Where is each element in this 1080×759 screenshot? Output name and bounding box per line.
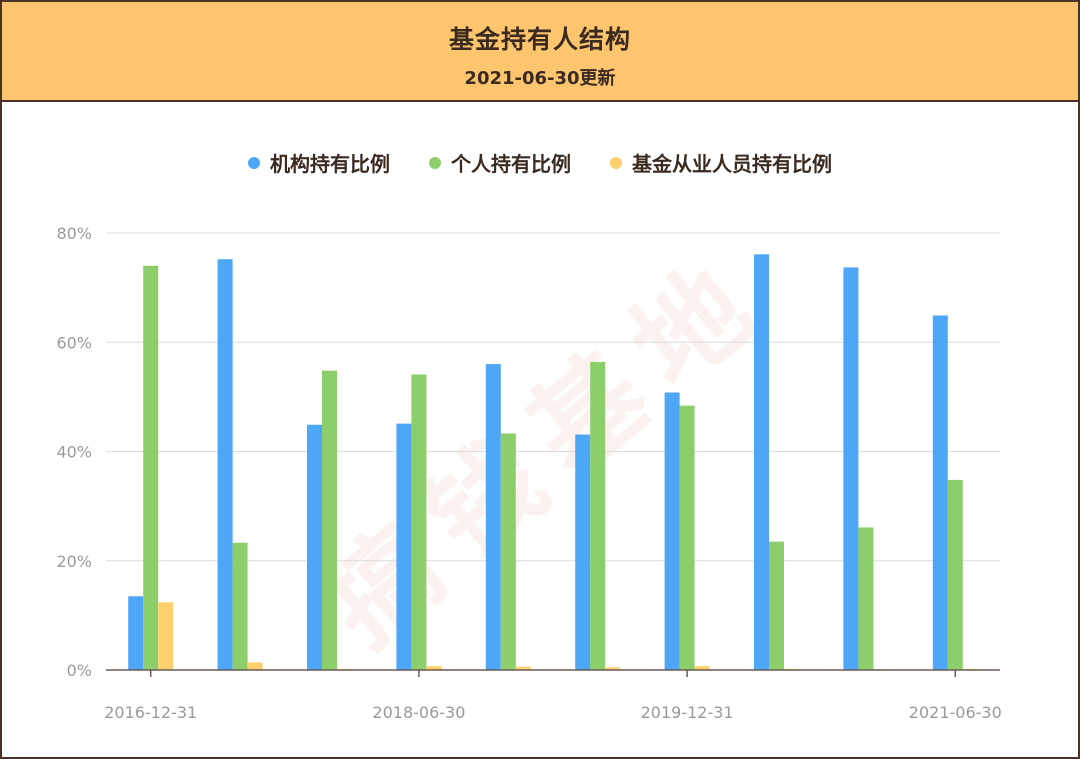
bar-staff (247, 662, 263, 670)
x-tick-label: 2018-06-30 (372, 703, 465, 722)
legend-dot-individual (429, 157, 441, 169)
bar-institution (128, 596, 144, 670)
chart-subtitle: 2021-06-30更新 (464, 68, 616, 89)
legend-dot-institution (248, 157, 261, 169)
legend-item-staff[interactable]: 基金从业人员持有比例 (609, 148, 832, 177)
bar-institution (843, 267, 859, 670)
bar-staff (694, 666, 710, 670)
x-tick-label: 2021-06-30 (909, 703, 1002, 722)
x-tick-label: 2019-12-31 (641, 703, 734, 722)
bar-institution (217, 259, 233, 670)
bar-institution (932, 315, 948, 670)
bar-individual (769, 541, 784, 670)
y-tick-label: 80% (56, 224, 92, 243)
bar-institution (307, 424, 322, 670)
bar-individual (500, 433, 516, 670)
bar-institution (575, 434, 591, 670)
chart-title: 基金持有人结构 (448, 25, 631, 54)
bar-individual (411, 374, 427, 670)
bar-individual (947, 479, 963, 670)
bar-staff (426, 666, 442, 670)
legend-label-institution: 机构持有比例 (270, 152, 391, 176)
y-tick-label: 0% (67, 661, 92, 680)
y-tick-label: 60% (56, 333, 92, 352)
legend-item-individual[interactable]: 个人持有比例 (429, 148, 571, 177)
legend-label-staff: 基金从业人员持有比例 (631, 152, 832, 176)
y-tick-label: 40% (56, 443, 92, 462)
bar-institution (485, 364, 501, 670)
bar-institution (754, 254, 769, 670)
legend-dot-staff (609, 157, 622, 169)
bar-staff (515, 666, 531, 670)
legend-item-institution[interactable]: 机构持有比例 (248, 148, 390, 177)
bar-individual (858, 527, 874, 670)
bar-staff (605, 667, 621, 670)
bar-individual (143, 265, 159, 670)
bar-individual (322, 370, 337, 670)
bar-staff (158, 602, 174, 670)
bar-individual (590, 361, 606, 670)
x-tick-label: 2016-12-31 (104, 703, 197, 722)
bar-institution (664, 392, 680, 670)
bar-individual (679, 405, 695, 670)
header-bar: 基金持有人结构 2021-06-30更新 (2, 2, 1078, 102)
chart-legend: 机构持有比例 个人持有比例 基金从业人员持有比例 (2, 148, 1078, 177)
y-tick-label: 20% (56, 552, 92, 571)
legend-label-individual: 个人持有比例 (451, 152, 571, 176)
bar-institution (396, 423, 412, 670)
bar-individual (232, 542, 248, 670)
